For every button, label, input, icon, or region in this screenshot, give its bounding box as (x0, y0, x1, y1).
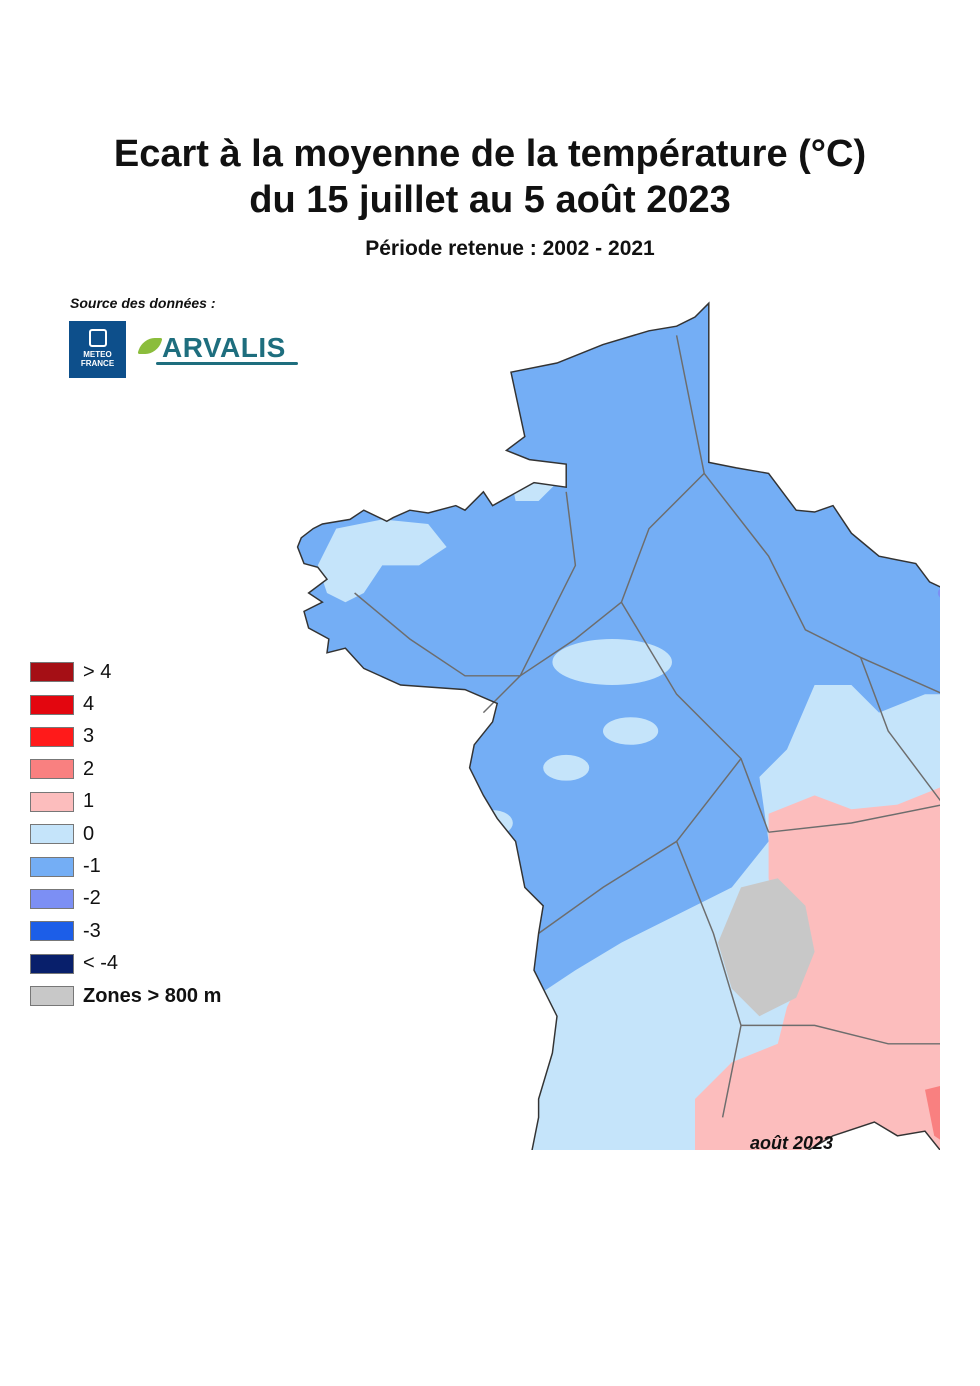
border-line-7 (675, 841, 742, 1118)
legend-label: -2 (83, 887, 101, 910)
france-outline (296, 301, 940, 1150)
border-line-2 (675, 335, 940, 694)
france-temperature-anomaly-map (296, 301, 940, 1150)
legend-item: 2 (30, 753, 221, 785)
zone-anomaly-0-brittany (317, 519, 447, 603)
legend-label: 1 (83, 790, 95, 813)
legend-item: 0 (30, 818, 221, 850)
legend-item: > 4 (30, 656, 221, 688)
border-line-9 (859, 657, 940, 802)
legend-item: -2 (30, 883, 221, 915)
legend-swatch (30, 791, 74, 812)
zone-anomaly-0-centre (543, 754, 590, 781)
zone-anomaly-0-west (472, 810, 513, 836)
legend-item: 4 (30, 688, 221, 720)
legend-swatch (30, 726, 74, 747)
legend-label: < -4 (83, 952, 119, 975)
legend-label: 0 (83, 822, 95, 845)
zone-anomaly-0-loire (552, 639, 672, 685)
source-label: Source des données : (70, 295, 216, 311)
legend-label: 4 (83, 693, 95, 716)
legend-item: Zones > 800 m (30, 980, 221, 1012)
legend-item: -1 (30, 850, 221, 882)
legend-swatch (30, 824, 74, 845)
zone-relief-massif-central (718, 878, 815, 1017)
zone-anomaly-0-limousin (603, 717, 659, 745)
meteo-logo-line-1: METEO (83, 350, 112, 359)
region-borders (354, 335, 940, 1118)
subtitle-reference-period: Période retenue : 2002 - 2021 (365, 237, 655, 260)
arvalis-leaf-icon (137, 338, 163, 354)
meteo-france-logo: METEO FRANCE (69, 321, 126, 378)
legend-swatch (30, 953, 74, 974)
meteo-logo-line-2: FRANCE (80, 359, 115, 368)
border-line-8 (741, 1024, 940, 1045)
arvalis-swoosh (156, 362, 298, 365)
title-line-2: du 15 juillet au 5 août 2023 (249, 179, 731, 221)
title-line-1: Ecart à la moyenne de la température (°C… (113, 133, 867, 175)
arvalis-name: ARVALIS (162, 332, 286, 363)
legend-label: -1 (83, 855, 101, 878)
arvalis-logo: ARVALIS (137, 328, 305, 370)
legend-label: Zones > 800 m (83, 984, 222, 1007)
legend-swatch (30, 694, 74, 715)
border-line-5 (768, 804, 940, 833)
legend-label: > 4 (83, 660, 112, 683)
legend-item: 3 (30, 721, 221, 753)
border-line-10 (354, 592, 521, 677)
legend-swatch (30, 759, 74, 780)
legend-item: 1 (30, 786, 221, 818)
legend-label: 3 (83, 725, 95, 748)
legend-label: -3 (83, 919, 101, 942)
border-line-6 (538, 758, 742, 934)
legend-swatch (30, 662, 74, 683)
border-line-1 (482, 491, 577, 714)
legend-label: 2 (83, 757, 95, 780)
legend-swatch (30, 921, 74, 942)
legend-item: -3 (30, 915, 221, 947)
map-date: août 2023 (750, 1133, 834, 1153)
legend-swatch (30, 986, 74, 1007)
legend-swatch (30, 888, 74, 909)
legend-item: < -4 (30, 948, 221, 980)
legend-swatch (30, 856, 74, 877)
legend: > 4 4 3 2 1 0 -1 -2 -3 < -4 Zones > 800 m (30, 656, 221, 1012)
border-line-4 (620, 601, 770, 833)
meteo-france-emblem-icon (88, 329, 107, 347)
